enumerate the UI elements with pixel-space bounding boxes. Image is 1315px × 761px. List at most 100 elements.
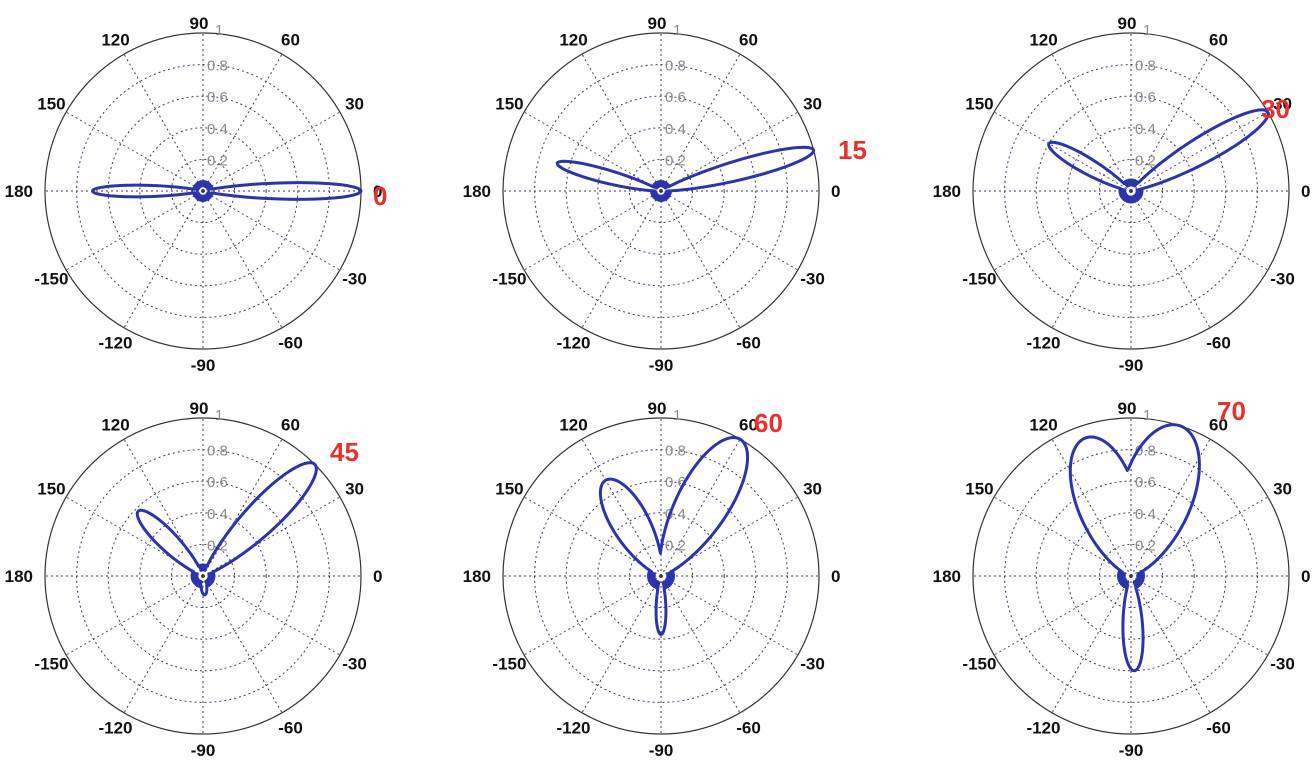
angle-tick-label: -60 <box>736 719 761 738</box>
grid-spoke <box>1051 575 1132 714</box>
radial-tick-label: 1 <box>1143 22 1151 39</box>
grid-spoke <box>1130 575 1211 714</box>
grid-spoke <box>993 111 1132 192</box>
angle-tick-label: -150 <box>34 655 68 674</box>
angle-tick-label: 150 <box>965 480 993 499</box>
polar-chart-15: 90 60 30 0 -30 -60 -90 -120 -150 180 150 120 0.2 0.4 0… <box>463 14 867 375</box>
radial-tick-label: 1 <box>215 22 223 39</box>
angle-tick-label: 60 <box>739 30 758 49</box>
angle-tick-label: 30 <box>345 95 364 114</box>
angle-tick-label: 0 <box>831 182 840 201</box>
grid-circle <box>107 480 299 672</box>
angle-tick-label: 180 <box>933 182 961 201</box>
radial-tick-label: 1 <box>215 407 223 424</box>
angle-tick-label: 60 <box>1209 415 1228 434</box>
angle-tick-label: 60 <box>1209 30 1228 49</box>
radial-tick-label: 0.2 <box>665 152 686 169</box>
outer-ring <box>972 417 1290 735</box>
angle-tick-label: 150 <box>37 480 65 499</box>
grid-circle <box>565 480 757 672</box>
grid-spoke <box>65 190 204 271</box>
angle-tick-label: -30 <box>800 270 825 289</box>
steer-angle-label: 70 <box>1217 396 1246 426</box>
angle-tick-label: 180 <box>933 567 961 586</box>
angle-tick-label: -90 <box>649 356 674 375</box>
angle-tick-label: 60 <box>739 415 758 434</box>
radial-tick-label: 0.2 <box>665 537 686 554</box>
grid-spoke <box>1130 53 1211 192</box>
angle-tick-label: 90 <box>648 14 667 33</box>
radial-tick-label: 1 <box>673 22 681 39</box>
grid-spoke <box>1051 438 1132 577</box>
grid-circle <box>1067 512 1195 640</box>
radial-tick-label: 1 <box>1143 407 1151 424</box>
radial-tick-label: 0.6 <box>1135 474 1156 491</box>
outer-ring <box>502 32 820 350</box>
angle-tick-label: -120 <box>556 719 590 738</box>
grid-spoke <box>1130 190 1211 329</box>
angle-tick-label: -150 <box>34 270 68 289</box>
grid-spoke <box>1051 53 1132 192</box>
angle-tick-label: -90 <box>1119 741 1144 760</box>
steer-angle-label: 0 <box>373 181 387 211</box>
angle-tick-label: -120 <box>556 334 590 353</box>
radial-tick-label: 0.8 <box>207 443 228 460</box>
polar-chart-30: 90 60 30 0 -30 -60 -90 -120 -150 180 150 120 0.2 0.4 0… <box>933 14 1311 375</box>
grid-spoke <box>202 575 283 714</box>
grid-spoke <box>660 438 741 577</box>
angle-tick-label: 150 <box>495 480 523 499</box>
grid-spoke <box>993 496 1132 577</box>
polar-chart-60: 9060300-30-60-90-120-1501801501200.20.40… <box>463 399 841 760</box>
radial-tick-label: 0.8 <box>665 443 686 460</box>
angle-tick-label: 120 <box>101 415 129 434</box>
grid-spoke <box>660 111 799 192</box>
angle-tick-label: -150 <box>962 655 996 674</box>
grid-spoke <box>202 111 341 192</box>
grid-spoke <box>993 575 1132 656</box>
angle-tick-label: 60 <box>281 30 300 49</box>
angle-tick-label: -30 <box>342 270 367 289</box>
grid-spoke <box>660 190 799 271</box>
radiation-pattern-curve <box>555 145 816 202</box>
grid-spoke <box>660 575 741 714</box>
grid-spoke <box>581 575 662 714</box>
grid-spoke <box>202 53 283 192</box>
radial-tick-label: 0.4 <box>1135 121 1156 138</box>
angle-tick-label: -120 <box>98 334 132 353</box>
angle-tick-label: 0 <box>831 567 840 586</box>
angle-tick-label: 0 <box>373 567 382 586</box>
angle-tick-label: 120 <box>101 30 129 49</box>
angle-tick-label: 150 <box>37 95 65 114</box>
radial-tick-label: 0.6 <box>207 474 228 491</box>
grid-spoke <box>1130 575 1269 656</box>
polar-chart-45: 9060300-30-60-90-120-1501801501200.20.40… <box>5 399 383 760</box>
radial-tick-label: 0.4 <box>207 506 228 523</box>
angle-tick-label: 90 <box>190 14 209 33</box>
grid-circle <box>1035 480 1227 672</box>
radial-tick-label: 0.6 <box>665 89 686 106</box>
grid-spoke <box>202 496 341 577</box>
outer-ring <box>502 417 820 735</box>
grid-spoke <box>523 575 662 656</box>
grid-spoke <box>202 438 283 577</box>
radial-tick-label: 0.8 <box>207 58 228 75</box>
outer-ring <box>44 417 362 735</box>
radial-tick-label: 0.8 <box>1135 58 1156 75</box>
angle-tick-label: 90 <box>1118 399 1137 418</box>
grid-circle <box>565 95 757 287</box>
polar-chart-70: 90 60 30 0 -30 -60 -90 -120 -150 180 150 120 0.2 0.4 0… <box>933 396 1311 760</box>
grid-spoke <box>581 190 662 329</box>
grid-circle <box>597 512 725 640</box>
grid-circle <box>139 512 267 640</box>
angle-tick-label: 120 <box>1029 415 1057 434</box>
radial-tick-label: 0.4 <box>207 121 228 138</box>
grid-spoke <box>523 190 662 271</box>
grid-circle <box>139 127 267 255</box>
angle-tick-label: 120 <box>559 415 587 434</box>
radial-tick-label: 0.2 <box>207 152 228 169</box>
polar-chart-0: 90 60 30 0 -30 -60 -90 -120 -150 180 150 120 0.2 0.4 0… <box>5 14 388 375</box>
angle-tick-label: 30 <box>345 480 364 499</box>
angle-tick-label: -150 <box>492 655 526 674</box>
grid-spoke <box>202 575 341 656</box>
